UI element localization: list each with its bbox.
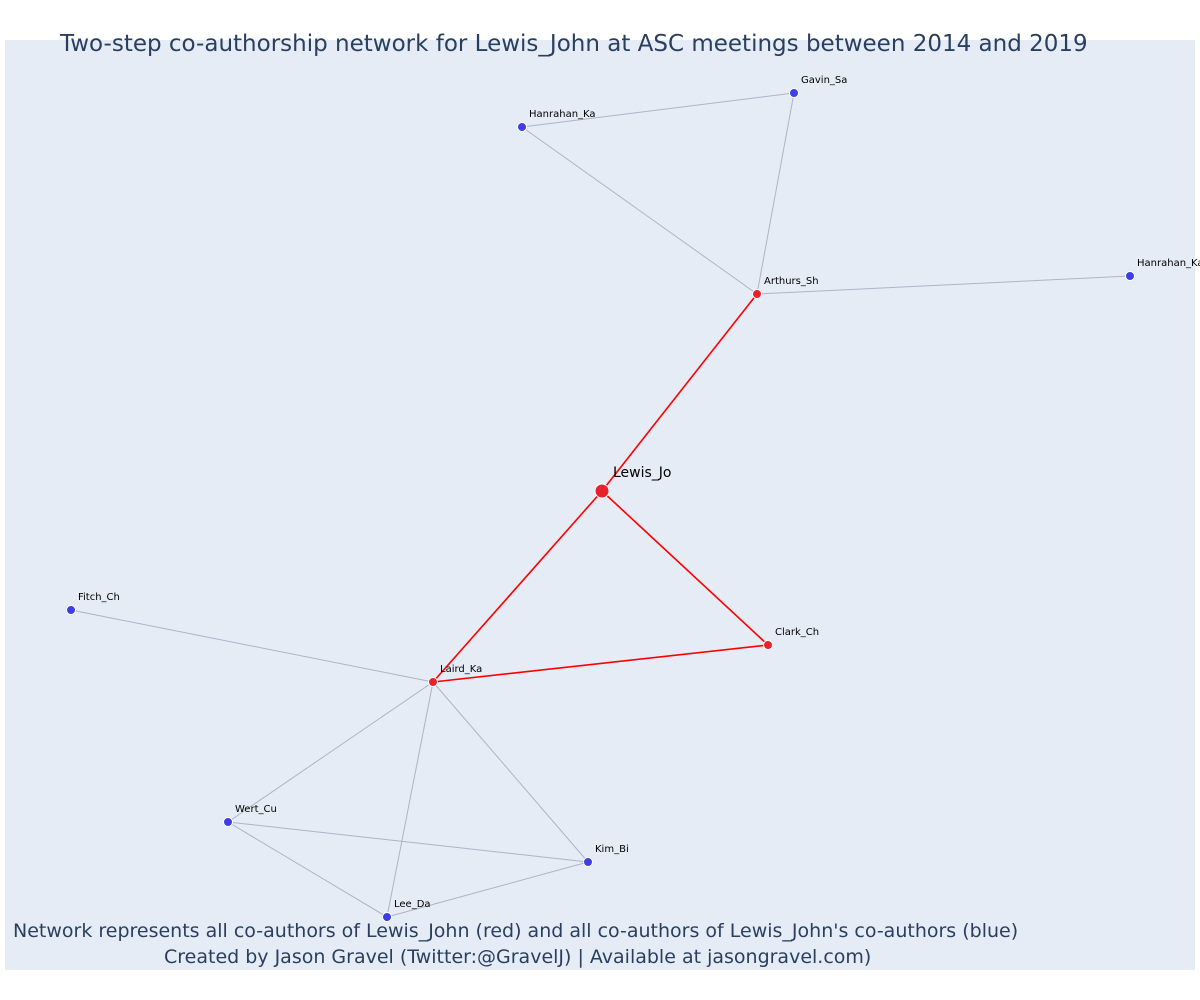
edge-lewis-jo-laird-ka	[432, 490, 603, 683]
node-label-wert-cu: Wert_Cu	[235, 804, 277, 815]
caption-credit: Created by Jason Gravel (Twitter:@Gravel…	[164, 946, 872, 968]
edge-lewis-jo-clark-ch	[601, 490, 769, 646]
edge-laird-ka-fitch-ch	[70, 609, 434, 683]
chart-title: Two-step co-authorship network for Lewis…	[60, 31, 1088, 57]
node-kim-bi[interactable]	[583, 857, 593, 867]
node-laird-ka[interactable]	[428, 677, 438, 687]
node-hanrahan-ka-2[interactable]	[1125, 271, 1135, 281]
node-gavin-sa[interactable]	[789, 88, 799, 98]
node-label-gavin-sa: Gavin_Sa	[801, 75, 847, 86]
node-lee-da[interactable]	[382, 912, 392, 922]
node-label-laird-ka: Laird_Ka	[440, 664, 482, 675]
node-layer	[66, 88, 1135, 922]
edge-laird-ka-clark-ch	[432, 644, 769, 683]
node-label-hanrahan-ka-1: Hanrahan_Ka	[529, 109, 596, 120]
node-label-lewis-jo: Lewis_Jo	[613, 465, 672, 481]
label-layer: Lewis_Jo Arthurs_Sh Laird_Ka Clark_Ch Gavin_…	[78, 75, 1200, 910]
plot-area	[5, 40, 1195, 970]
node-fitch-ch[interactable]	[66, 605, 76, 615]
edge-arthurs-sh-hanrahan-ka-2	[756, 275, 1131, 295]
edge-layer	[70, 92, 1131, 918]
edge-wert-cu-kim-bi	[227, 821, 589, 863]
edge-arthurs-sh-hanrahan-ka-1	[521, 126, 758, 295]
node-wert-cu[interactable]	[223, 817, 233, 827]
node-label-lee-da: Lee_Da	[394, 899, 431, 910]
edge-arthurs-sh-gavin-sa	[756, 92, 795, 295]
edge-gavin-sa-hanrahan-ka-1	[521, 92, 795, 128]
edge-lewis-jo-arthurs-sh	[601, 293, 758, 492]
edge-laird-ka-lee-da	[386, 681, 434, 918]
node-label-hanrahan-ka-2: Hanrahan_Ka	[1137, 258, 1200, 269]
node-hanrahan-ka-1[interactable]	[517, 122, 527, 132]
node-lewis-jo[interactable]	[594, 483, 610, 499]
edge-kim-bi-lee-da	[386, 861, 589, 918]
caption-legend-note: Network represents all co-authors of Lew…	[13, 920, 1019, 942]
node-label-clark-ch: Clark_Ch	[775, 627, 819, 638]
node-label-fitch-ch: Fitch_Ch	[78, 592, 120, 603]
edge-wert-cu-lee-da	[227, 821, 388, 918]
node-clark-ch[interactable]	[763, 640, 773, 650]
node-label-kim-bi: Kim_Bi	[595, 844, 629, 855]
edge-laird-ka-wert-cu	[227, 681, 434, 823]
node-label-arthurs-sh: Arthurs_Sh	[764, 276, 819, 287]
node-arthurs-sh[interactable]	[752, 289, 762, 299]
edge-laird-ka-kim-bi	[432, 681, 589, 863]
